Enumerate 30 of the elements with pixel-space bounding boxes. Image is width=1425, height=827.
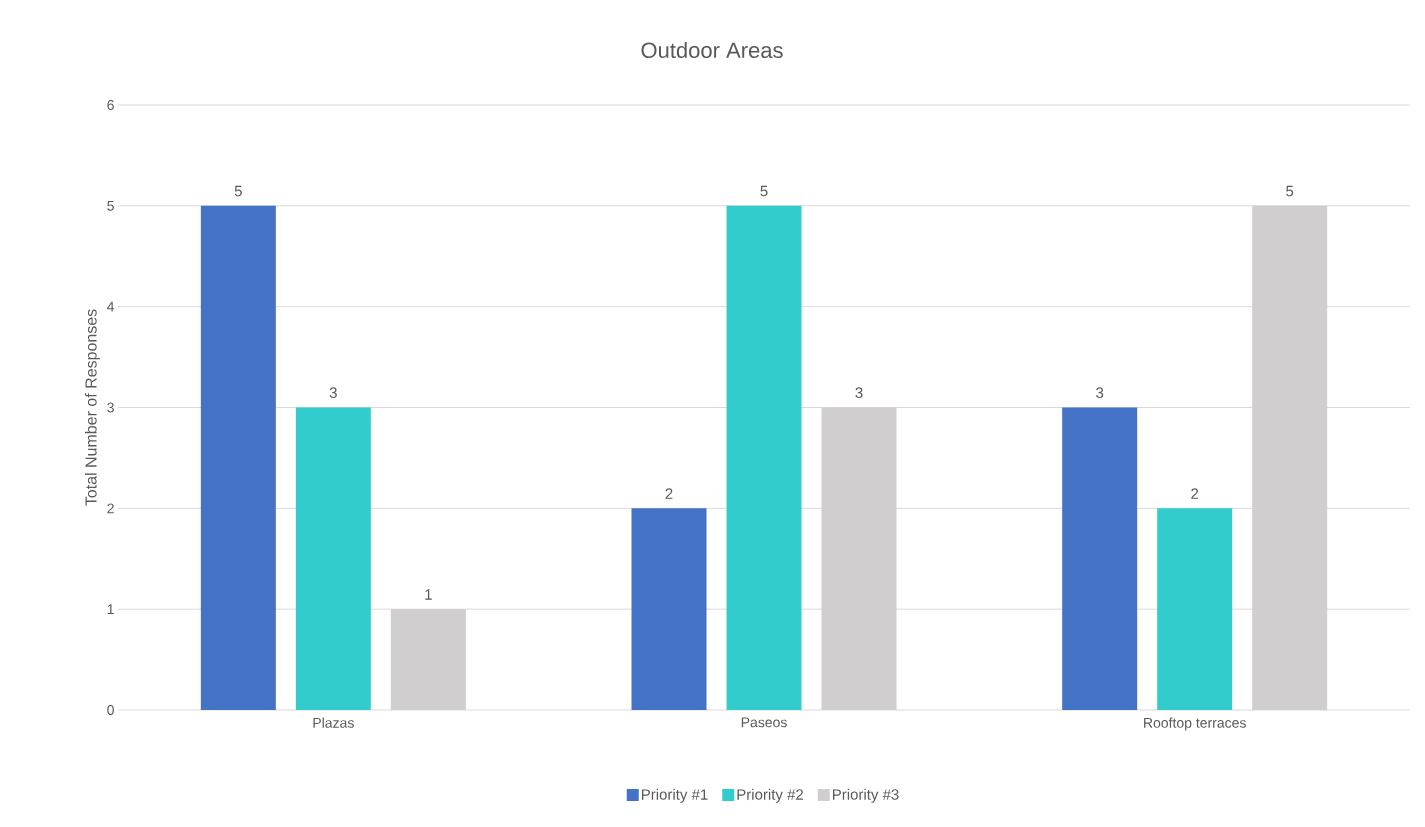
chart-title: Outdoor Areas — [641, 41, 783, 59]
y-tick-label: 4 — [107, 301, 115, 312]
data-label: 3 — [1096, 387, 1104, 398]
legend-label: Priority #3 — [832, 788, 899, 803]
y-tick-label: 0 — [107, 705, 114, 715]
y-tick-label: 2 — [107, 503, 114, 514]
bar — [295, 407, 371, 710]
legend-label: Priority #1 — [641, 788, 708, 803]
y-tick-label: 5 — [107, 200, 114, 211]
x-tick-label: Rooftop terraces — [1144, 717, 1246, 731]
data-label: 2 — [665, 488, 673, 499]
x-tick-label: Paseos — [741, 717, 787, 728]
data-label: 3 — [855, 387, 863, 398]
bar — [1157, 508, 1233, 710]
bar — [1062, 407, 1138, 710]
y-tick-label: 3 — [107, 402, 114, 413]
data-label: 5 — [760, 185, 768, 197]
data-label: 3 — [329, 387, 337, 398]
data-label: 1 — [425, 589, 432, 600]
x-tick-label: Plazas — [313, 717, 354, 728]
data-label: 5 — [234, 185, 242, 197]
legend-label: Priority #2 — [737, 788, 803, 803]
data-label: 5 — [1286, 185, 1294, 197]
data-label: 2 — [1191, 488, 1199, 499]
bar — [200, 205, 276, 710]
bar — [631, 508, 707, 710]
y-axis-title: Total Number of Responses — [84, 309, 100, 506]
bar — [726, 205, 802, 710]
y-tick-label: 1 — [107, 604, 114, 614]
y-tick-label: 6 — [107, 100, 114, 110]
